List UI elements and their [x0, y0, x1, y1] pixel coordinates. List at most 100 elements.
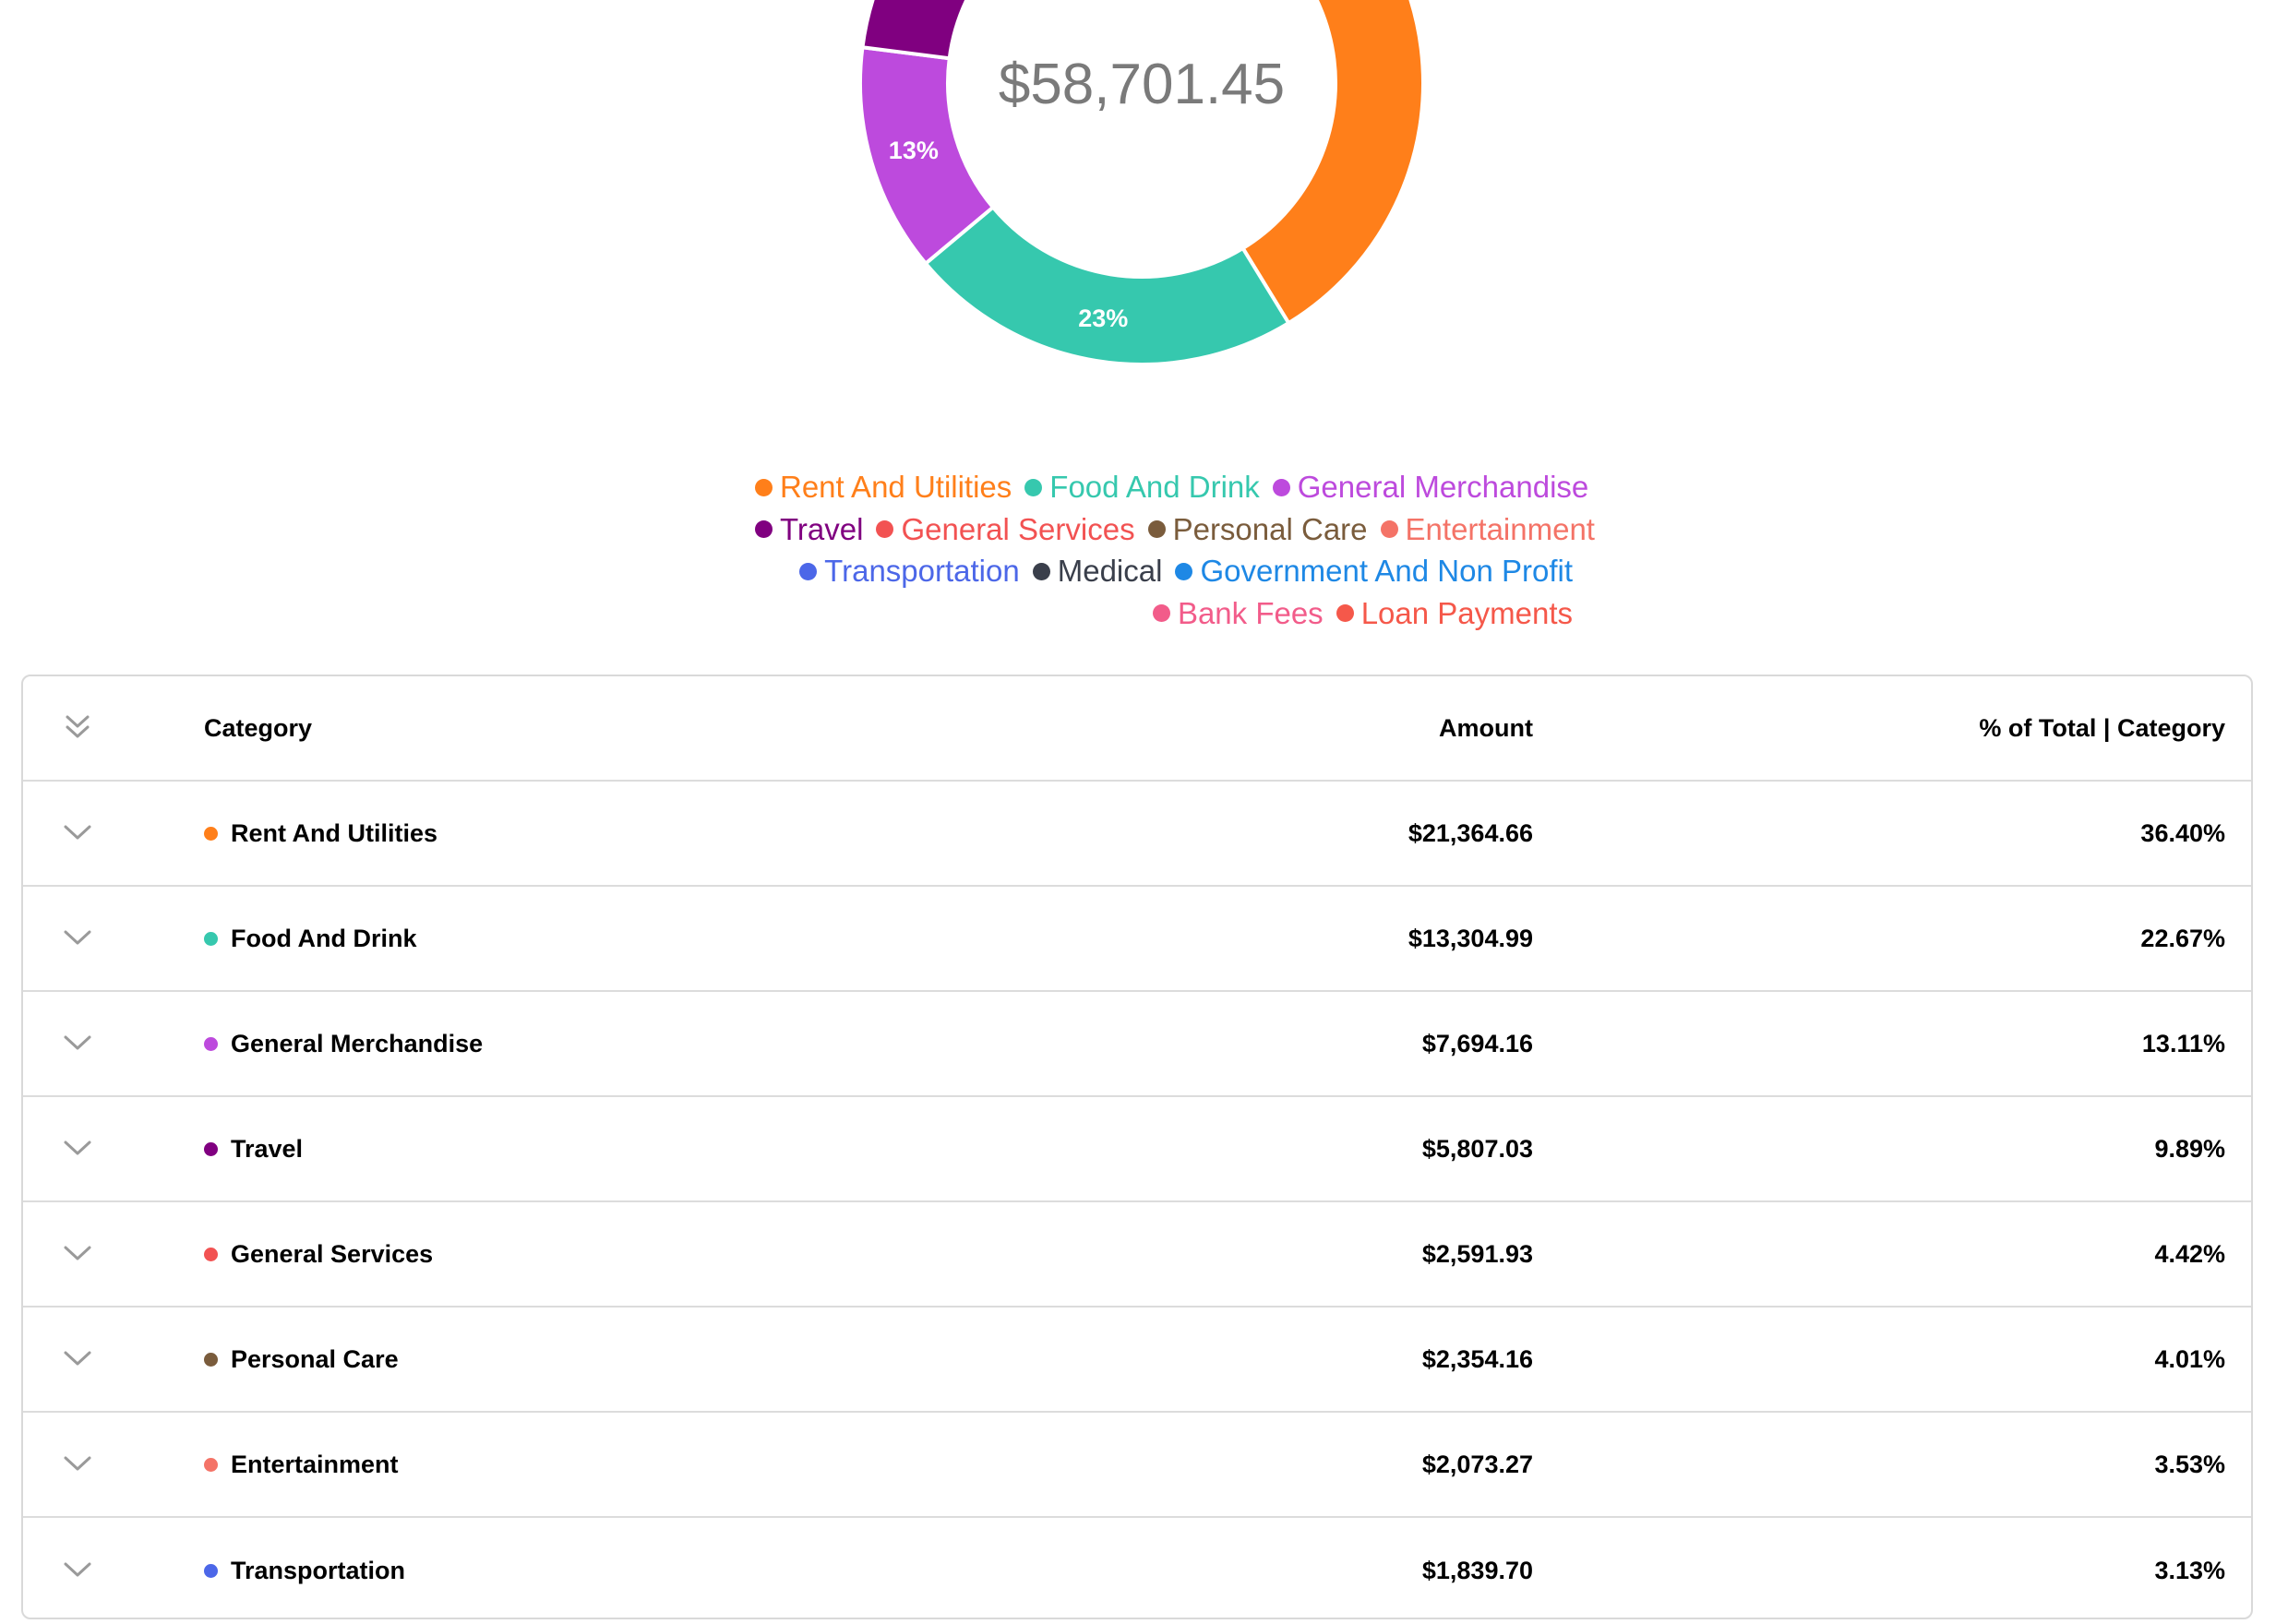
row-expand-button[interactable]: [58, 1518, 97, 1618]
legend-item[interactable]: Government And Non Profit: [1175, 550, 1573, 592]
row-amount: $2,354.16: [1421, 1344, 1533, 1373]
legend-dot-icon: [1272, 478, 1290, 496]
legend-dot-icon: [1152, 604, 1170, 623]
chevron-down-icon: [64, 1562, 91, 1577]
legend-item[interactable]: Transportation: [799, 550, 1020, 592]
row-percent: 4.42%: [2154, 1239, 2225, 1268]
header-category[interactable]: Category: [204, 713, 313, 742]
table-row[interactable]: Food And Drink $13,304.99 22.67%: [23, 887, 2251, 992]
legend-item[interactable]: Food And Drink: [1024, 466, 1260, 508]
legend-item[interactable]: Bank Fees: [1152, 592, 1324, 635]
table-row[interactable]: Transportation $1,839.70 3.13%: [23, 1518, 2251, 1618]
row-category: Personal Care: [204, 1308, 399, 1411]
row-percent: 22.67%: [2140, 924, 2225, 952]
slice-label: 23%: [1078, 304, 1128, 332]
category-label: Travel: [231, 1134, 304, 1163]
category-table: Category Amount % of Total | Category Re…: [21, 675, 2253, 1619]
row-expand-button[interactable]: [58, 1413, 97, 1516]
legend-dot-icon: [1024, 478, 1043, 496]
category-label: Food And Drink: [231, 924, 417, 952]
row-expand-button[interactable]: [58, 887, 97, 990]
row-amount: $13,304.99: [1408, 924, 1533, 952]
legend-label: Entertainment: [1405, 511, 1595, 546]
header-percent[interactable]: % of Total | Category: [1979, 713, 2225, 742]
row-category: Transportation: [204, 1518, 405, 1618]
category-dot-icon: [204, 1141, 218, 1156]
header-amount[interactable]: Amount: [1439, 713, 1533, 742]
row-percent: 9.89%: [2154, 1134, 2225, 1163]
table-row[interactable]: Travel $5,807.03 9.89%: [23, 1097, 2251, 1202]
row-expand-button[interactable]: [58, 782, 97, 885]
category-label: General Merchandise: [231, 1029, 484, 1057]
row-category: Travel: [204, 1097, 303, 1200]
legend-label: Travel: [780, 511, 864, 546]
legend-dot-icon: [799, 562, 818, 580]
table-row[interactable]: Rent And Utilities $21,364.66 36.40%: [23, 782, 2251, 887]
legend-dot-icon: [1175, 562, 1193, 580]
legend-label: Transportation: [824, 554, 1020, 588]
row-expand-button[interactable]: [58, 1308, 97, 1411]
donut-chart-area: 23%13%10%$58,701.45: [0, 0, 2276, 434]
legend-label: Rent And Utilities: [780, 470, 1012, 504]
chevron-down-icon: [64, 1246, 91, 1260]
chevron-down-icon: [64, 1140, 91, 1155]
category-label: General Services: [231, 1239, 434, 1268]
legend-item[interactable]: Entertainment: [1380, 508, 1595, 551]
legend-dot-icon: [1032, 562, 1050, 580]
legend-item[interactable]: General Services: [876, 508, 1135, 551]
legend-item[interactable]: Medical: [1032, 550, 1163, 592]
legend-item[interactable]: Loan Payments: [1336, 592, 1573, 635]
donut-total-label: $58,701.45: [999, 53, 1285, 116]
row-category: Entertainment: [204, 1413, 399, 1516]
donut-slice-travel[interactable]: [860, 0, 1000, 61]
legend-item[interactable]: Personal Care: [1147, 508, 1368, 551]
row-category: Rent And Utilities: [204, 782, 437, 885]
row-category: General Merchandise: [204, 992, 483, 1095]
row-expand-button[interactable]: [58, 1202, 97, 1306]
table-row[interactable]: Entertainment $2,073.27 3.53%: [23, 1413, 2251, 1518]
table-row[interactable]: General Services $2,591.93 4.42%: [23, 1202, 2251, 1308]
legend-label: Government And Non Profit: [1200, 554, 1573, 588]
table-row[interactable]: Personal Care $2,354.16 4.01%: [23, 1308, 2251, 1413]
donut-slice-rent-and-utilities[interactable]: [1200, 0, 1425, 326]
legend-label: Personal Care: [1172, 511, 1368, 546]
category-dot-icon: [204, 1563, 218, 1578]
legend-item[interactable]: Travel: [755, 508, 863, 551]
table-row[interactable]: General Merchandise $7,694.16 13.11%: [23, 992, 2251, 1097]
legend-label: General Merchandise: [1297, 470, 1589, 504]
chevron-down-icon: [64, 1035, 91, 1050]
category-label: Rent And Utilities: [231, 818, 438, 847]
category-label: Entertainment: [231, 1450, 399, 1478]
row-amount: $7,694.16: [1421, 1029, 1533, 1057]
expand-all-button[interactable]: [58, 676, 97, 780]
legend-dot-icon: [755, 520, 773, 539]
legend-label: Loan Payments: [1360, 595, 1573, 630]
legend-dot-icon: [1147, 520, 1166, 539]
legend-label: Food And Drink: [1049, 470, 1260, 504]
row-expand-button[interactable]: [58, 1097, 97, 1200]
legend-dot-icon: [1380, 520, 1398, 539]
category-dot-icon: [204, 1247, 218, 1261]
legend-row: Bank Fees Loan Payments: [742, 592, 1573, 635]
legend-label: General Services: [901, 511, 1135, 546]
chart-legend: Rent And Utilities Food And Drink General …: [742, 466, 1595, 635]
row-expand-button[interactable]: [58, 992, 97, 1095]
category-dot-icon: [204, 826, 218, 841]
row-percent: 3.53%: [2154, 1450, 2225, 1478]
category-dot-icon: [204, 931, 218, 946]
category-dot-icon: [204, 1036, 218, 1051]
legend-item[interactable]: General Merchandise: [1272, 466, 1589, 508]
row-percent: 3.13%: [2154, 1556, 2225, 1584]
legend-dot-icon: [755, 478, 773, 496]
row-amount: $5,807.03: [1421, 1134, 1533, 1163]
legend-label: Medical: [1057, 554, 1163, 588]
chevron-down-icon: [64, 1351, 91, 1366]
donut-slice-food-and-drink[interactable]: [923, 204, 1292, 366]
row-amount: $2,591.93: [1421, 1239, 1533, 1268]
row-amount: $1,839.70: [1421, 1556, 1533, 1584]
slice-label: 13%: [889, 137, 939, 164]
legend-item[interactable]: Rent And Utilities: [755, 466, 1012, 508]
chevron-down-icon: [64, 930, 91, 945]
legend-label: Bank Fees: [1177, 595, 1324, 630]
category-label: Personal Care: [231, 1344, 399, 1373]
